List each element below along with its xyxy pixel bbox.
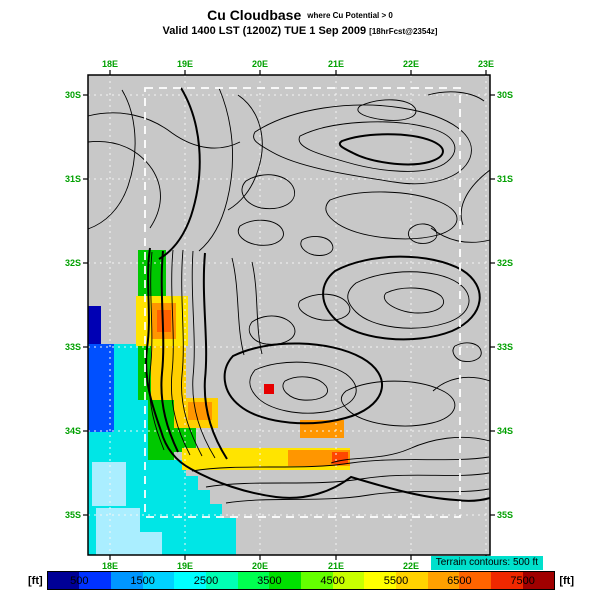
lon-label-top: 18E [102,59,118,69]
colorbar-segment [269,572,302,589]
inner-domain-outline [144,87,461,518]
colorbar-unit-left: [ft] [28,574,43,587]
colorbar-segment [332,572,365,589]
lat-label-left: 35S [65,510,81,520]
lon-label-bottom: 22E [403,561,419,571]
axis-labels: 18E 19E 20E 21E 22E 23E 18E 19E 20E 21E … [65,59,513,571]
colorbar-tick: 5500 [383,574,409,587]
field-orange-region [300,420,344,438]
lon-label-bottom: 20E [252,561,268,571]
lon-label-top: 21E [328,59,344,69]
colorbar-segment [111,572,143,589]
lat-label-right: 33S [497,342,513,352]
lat-label-left: 30S [65,90,81,100]
lon-label-top: 22E [403,59,419,69]
colorbar-segment [364,572,397,589]
graticule [88,75,490,555]
colorbar-segment [79,572,111,589]
colorbar-segment [459,572,492,589]
lat-label-left: 34S [65,426,81,436]
map-border [87,74,491,556]
terrain-contours [87,87,491,504]
plot-title-note: where Cu Potential > 0 [307,11,393,20]
colorbar-segment [142,572,175,589]
field-deep-blue-region [88,306,101,344]
lat-label-left: 32S [65,258,81,268]
colorbar-tick: 2500 [193,574,219,587]
colorbar-segment [206,572,238,589]
lat-label-right: 31S [497,174,513,184]
colorbar-tick: 6500 [447,574,472,587]
lat-label-right: 32S [497,258,513,268]
colorbar-segment [522,572,555,589]
lon-label-top: 23E [478,59,494,69]
colorbar-segment [491,572,523,589]
colorbar-gradient: 500 1500 2500 3500 4500 5500 6500 7500 [46,571,556,590]
field-green-region [174,428,196,452]
lat-label-right: 35S [497,510,513,520]
colorbar-segment [301,572,333,589]
lon-label-top: 20E [252,59,268,69]
colorbar-segment [237,572,270,589]
valid-time-text: Valid 1400 LST (1200Z) TUE 1 Sep 2009 [162,25,367,37]
lat-label-right: 34S [497,426,513,436]
plot-title: Cu Cloudbase [207,7,302,23]
field-deep-orange-region [157,310,171,332]
lat-label-left: 33S [65,342,81,352]
lat-label-left: 31S [65,174,81,184]
colorbar-tick: 500 [70,574,89,587]
lon-label-top: 19E [177,59,193,69]
colorbar-unit-right: [ft] [559,574,574,587]
field-blue-region [88,344,115,432]
colorbar-tick: 7500 [510,574,535,587]
colorbar-segment [174,572,207,589]
field-pale-blue-region [128,532,162,555]
forecast-run-note: [18hrFcst@2354z] [369,27,438,36]
field-red-cell [264,384,274,394]
lat-label-right: 30S [497,90,513,100]
lon-label-bottom: 21E [328,561,344,571]
plot-header: Cu Cloudbase where Cu Potential > 0 Valid… [0,7,600,37]
colorbar-segment [47,572,80,589]
terrain-contours-note: Terrain contours: 500 ft [430,556,543,570]
field-yellow-region [150,346,186,400]
colorbar-segment [396,572,428,589]
colorbar-segment [427,572,460,589]
field-pale-blue-region [92,462,126,506]
colorbar-tick: 4500 [320,574,345,587]
colorbar-tick: 1500 [130,574,155,587]
colorbar: [ft] 500 1500 2500 3500 4500 5500 6500 7… [28,571,574,590]
coastline [145,247,491,502]
lon-label-bottom: 18E [102,561,118,571]
colorbar-tick: 3500 [257,574,282,587]
axis-ticks [83,70,495,560]
lon-label-bottom: 19E [177,561,193,571]
